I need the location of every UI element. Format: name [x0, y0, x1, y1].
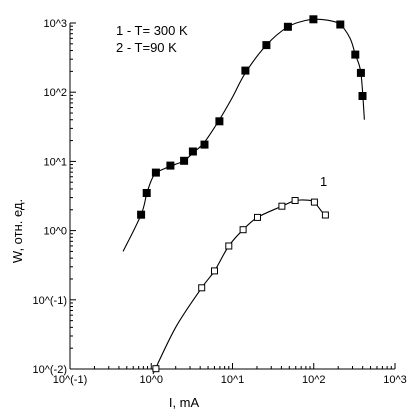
- legend-entry-2: 2 - T=90 K: [116, 40, 177, 55]
- y-tick-label: 10^3: [43, 18, 67, 30]
- series-1-point: [137, 210, 146, 219]
- series-1-point: [151, 168, 160, 177]
- series-2-point: [291, 197, 299, 204]
- x-tick-label: 10^3: [383, 374, 407, 386]
- series-2-point: [254, 213, 261, 221]
- x-axis-label: I, mA: [169, 395, 200, 410]
- x-tick-label: 10^0: [139, 374, 163, 386]
- series-1-point: [200, 140, 209, 149]
- series-1-point: [309, 15, 318, 24]
- series-1-point: [283, 22, 292, 31]
- y-tick-label: 10^(-2): [32, 364, 67, 376]
- y-tick-label: 10^0: [43, 226, 67, 238]
- series-1-point: [142, 189, 151, 197]
- series-1-point: [356, 68, 365, 77]
- series-2-point: [321, 211, 329, 219]
- series-1-point: [188, 147, 197, 156]
- y-axis-label: W, отн. ед.: [10, 199, 25, 263]
- series-2-point: [152, 365, 160, 373]
- y-tick-label: 10^(-1): [32, 295, 67, 307]
- x-tick-label: 10^(-1): [53, 374, 88, 386]
- series-2-curve: [152, 199, 326, 375]
- series-1-point: [215, 117, 224, 126]
- series-1-point: [180, 156, 189, 165]
- series-1-point: [241, 66, 250, 75]
- series-1-point: [336, 20, 345, 29]
- series-2-point: [310, 198, 318, 206]
- series-2-point: [225, 242, 233, 250]
- series-1-point: [166, 161, 175, 170]
- series-2-point: [239, 226, 247, 234]
- markers: [137, 15, 367, 373]
- axes: 10^(-2)10^(-1)10^010^110^210^310^(-1) 10^…: [32, 18, 406, 386]
- legend-entry-1: 1 - T= 300 K: [116, 23, 188, 38]
- series-1-point: [351, 50, 360, 59]
- series-2-point: [211, 267, 218, 275]
- x-tick-label: 10^2: [302, 374, 326, 386]
- series-1-point: [262, 41, 271, 50]
- curve-annotation-label: 1: [320, 174, 327, 189]
- series-1-point: [358, 92, 367, 100]
- x-tick-label: 10^1: [221, 374, 245, 386]
- y-tick-label: 10^1: [43, 156, 67, 168]
- series-2-point: [278, 202, 286, 210]
- y-tick-label: 10^2: [43, 87, 67, 99]
- series-2-point: [198, 284, 206, 292]
